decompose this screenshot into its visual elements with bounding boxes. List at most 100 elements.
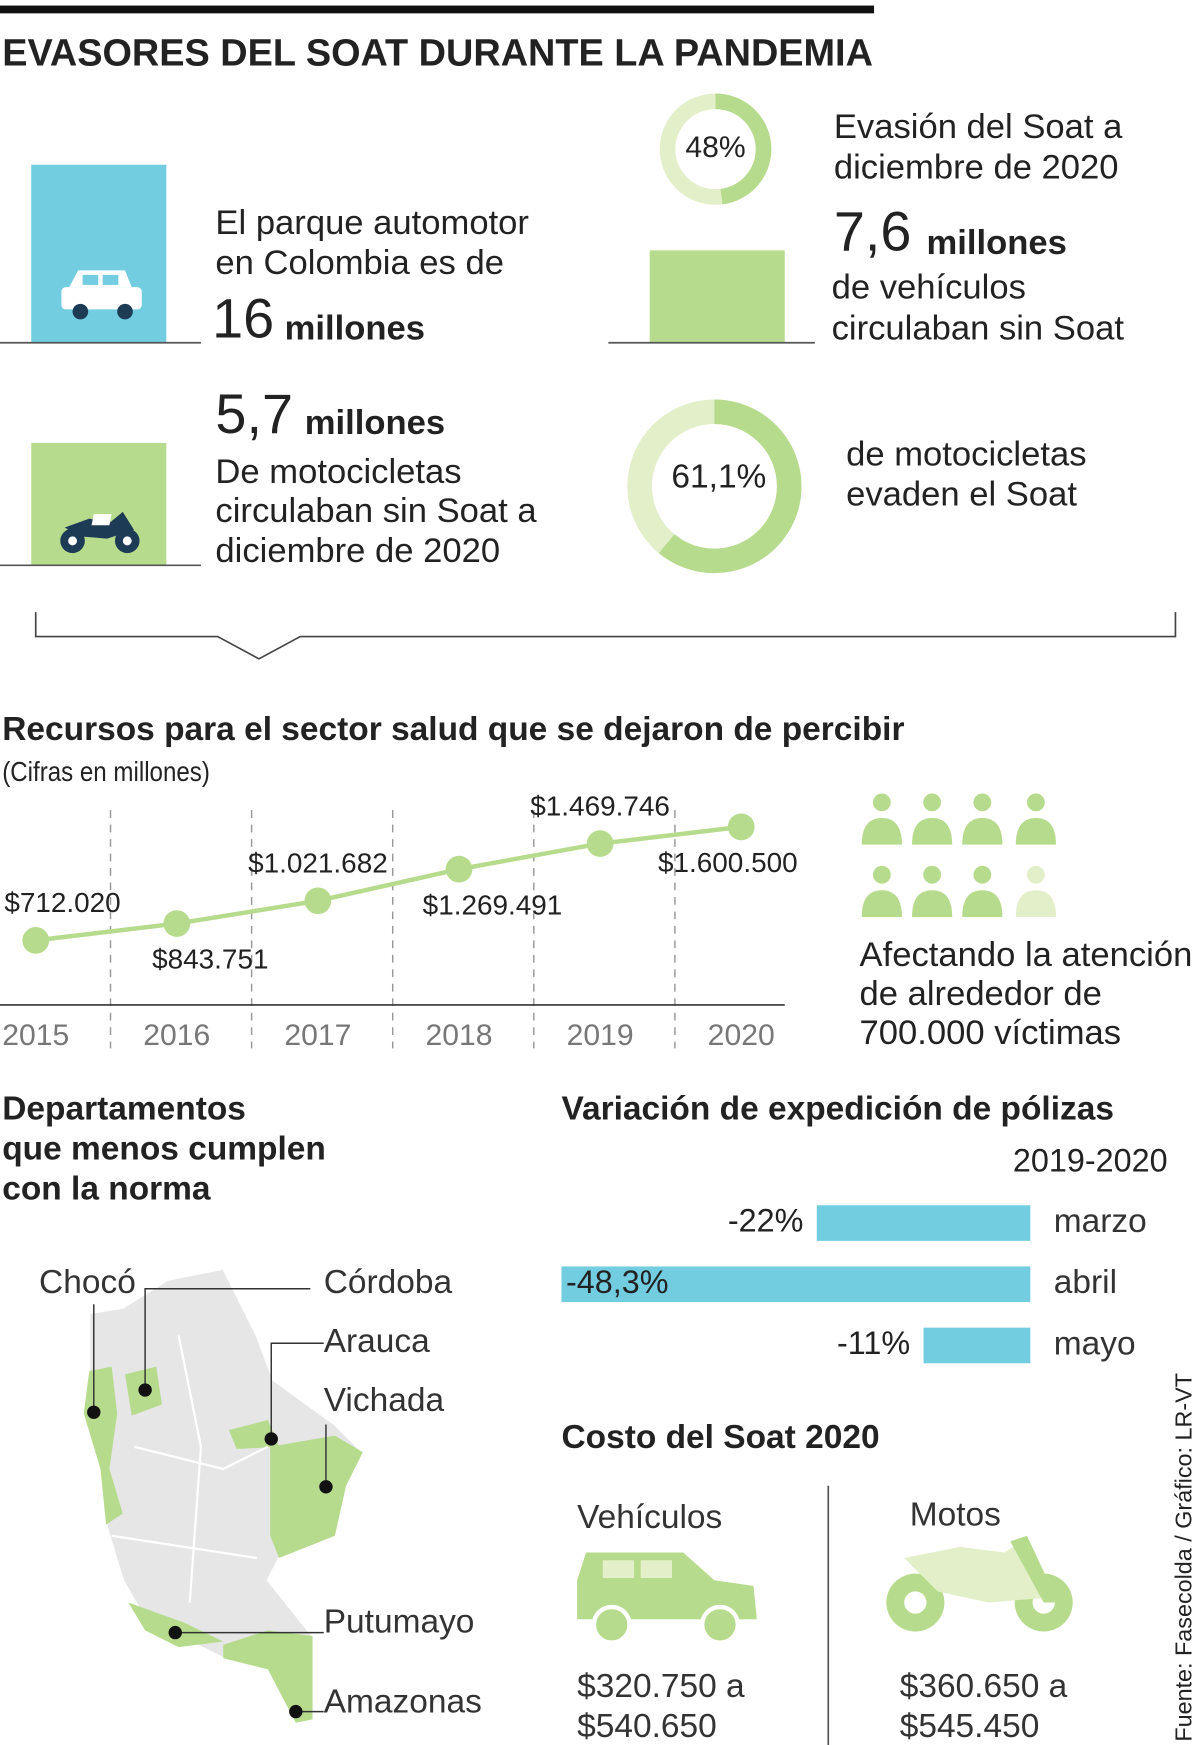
- person-head: [1026, 793, 1045, 812]
- stat-text: circulaban sin Soat: [832, 310, 1125, 348]
- value-label: $843.751: [152, 944, 268, 975]
- chart-subtitle: (Cifras en millones): [2, 756, 210, 787]
- title: EVASORES DEL SOAT DURANTE LA PANDEMIA: [2, 33, 873, 75]
- point: [163, 910, 191, 937]
- price: $320.750 a: [577, 1668, 745, 1705]
- panel: [649, 250, 785, 343]
- x-tick-label: 2019: [567, 1019, 634, 1052]
- value-label: $1.021.682: [248, 848, 388, 879]
- car-icon: [61, 270, 142, 320]
- point: [727, 813, 755, 841]
- stat-text: El parque automotor: [215, 204, 529, 242]
- person-head: [1026, 865, 1045, 884]
- section-title: Costo del Soat 2020: [561, 1419, 879, 1456]
- victims-text: 700.000 víctimas: [860, 1014, 1122, 1052]
- map-dots: [87, 1383, 333, 1719]
- donut-label: 61,1%: [671, 458, 766, 495]
- point: [586, 830, 614, 857]
- category-label: marzo: [1054, 1203, 1147, 1240]
- section-title: que menos cumplen: [2, 1131, 326, 1168]
- person-body: [861, 817, 902, 845]
- car-icon-large: [577, 1552, 757, 1645]
- department: Arauca: [324, 1323, 430, 1360]
- department: Chocó: [39, 1264, 136, 1301]
- value-label: $1.469.746: [530, 790, 670, 821]
- stat-number: 7,6: [834, 201, 912, 263]
- value-label: $1.600.500: [658, 847, 798, 878]
- department: Córdoba: [324, 1264, 453, 1301]
- stat-text: de motocicletas: [846, 435, 1086, 473]
- stat-number: 16: [212, 288, 274, 350]
- stat-unit: millones: [927, 224, 1067, 262]
- value-label: -48,3%: [566, 1264, 669, 1300]
- line: [35, 824, 742, 943]
- moto-icon: [60, 511, 140, 554]
- donut-label: 48%: [685, 131, 745, 164]
- source: Fuente: Fasecolda / Gráfico: LR-VT: [1171, 1373, 1197, 1742]
- department: Vichada: [324, 1382, 445, 1419]
- person-head: [872, 793, 891, 812]
- victims-text: Afectando la atención: [860, 936, 1193, 974]
- panel: [31, 164, 167, 343]
- bar: [561, 1266, 1031, 1303]
- point: [304, 887, 332, 915]
- stat-text: diciembre de 2020: [834, 148, 1119, 186]
- chart-subtitle: 2019-2020: [1013, 1143, 1168, 1179]
- donut-arc: [627, 399, 802, 574]
- map: [82, 1267, 365, 1724]
- person-body: [912, 890, 953, 918]
- person-body: [912, 817, 953, 845]
- bar: [923, 1327, 1031, 1364]
- person-head: [923, 865, 942, 884]
- stat-unit: millones: [305, 404, 445, 442]
- person-head: [973, 865, 992, 884]
- person-head: [923, 793, 942, 812]
- moto-icon-large: [886, 1535, 1073, 1632]
- chart-title: Variación de expedición de pólizas: [561, 1091, 1113, 1128]
- person-body: [1015, 890, 1056, 918]
- stat-text: evaden el Soat: [846, 476, 1077, 514]
- value-label: $712.020: [4, 887, 120, 918]
- stat-text: de vehículos: [832, 269, 1026, 307]
- victims-text: de alrededor de: [860, 975, 1102, 1013]
- person-head: [872, 865, 891, 884]
- donut-arc: [659, 93, 772, 205]
- x-tick-label: 2016: [143, 1019, 210, 1052]
- bar-chart: marzo -22% abril -48,3% mayo -11%: [561, 1203, 1147, 1364]
- person-body: [861, 890, 902, 918]
- x-tick-label: 2020: [708, 1019, 775, 1052]
- bar: [816, 1205, 1031, 1241]
- point: [22, 927, 50, 954]
- section-title: Departamentos: [2, 1091, 246, 1128]
- value-label: -11%: [837, 1325, 910, 1361]
- bracket: [34, 612, 1177, 660]
- donut: [627, 399, 802, 574]
- x-tick-label: 2015: [2, 1019, 69, 1052]
- pictogram: [861, 793, 1056, 918]
- department: Putumayo: [324, 1604, 475, 1641]
- panel: [31, 442, 167, 566]
- price: $360.650 a: [900, 1668, 1068, 1705]
- price: $545.450: [900, 1708, 1040, 1745]
- stat-text: diciembre de 2020: [215, 532, 500, 570]
- cost-label: Motos: [910, 1497, 1001, 1534]
- stat-text: circulaban sin Soat a: [215, 492, 537, 530]
- person-body: [1015, 817, 1056, 845]
- x-tick-label: 2017: [284, 1019, 351, 1052]
- category-label: abril: [1054, 1264, 1117, 1301]
- point: [445, 855, 473, 883]
- chart-title: Recursos para el sector salud que se dej…: [2, 711, 904, 748]
- person-body: [962, 890, 1003, 918]
- line-chart: 2015 2016 2017 2018 2019 2020 $712.020 $843.751…: [0, 790, 798, 1052]
- stat-number: 5,7: [215, 383, 293, 445]
- category-label: mayo: [1054, 1325, 1136, 1362]
- cost-label: Vehículos: [577, 1499, 722, 1536]
- stat-unit: millones: [285, 310, 425, 348]
- stat-text: De motocicletas: [215, 453, 461, 491]
- x-tick-label: 2018: [426, 1019, 493, 1052]
- donut: [659, 93, 772, 205]
- department: Amazonas: [324, 1684, 482, 1721]
- price: $540.650: [577, 1708, 717, 1745]
- person-body: [962, 817, 1003, 845]
